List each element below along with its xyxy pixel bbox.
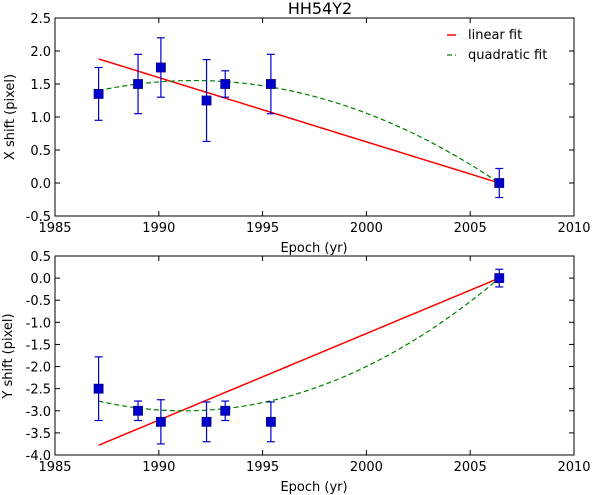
y-shift-x-tick-label: 1995 (246, 460, 279, 475)
chart-title: HH54Y2 (288, 0, 352, 18)
y-shift-plot-frame (54, 255, 575, 456)
y-shift-x-axis-label: Epoch (yr) (280, 480, 347, 495)
x-shift-x-axis-label: Epoch (yr) (280, 241, 347, 256)
y-shift-x-tick-label: 2000 (350, 460, 383, 475)
y-shift-data-marker (494, 273, 505, 284)
x-shift-data-marker (494, 178, 505, 188)
y-shift-data-points (93, 268, 505, 445)
x-shift-y-tick-label: 0.5 (30, 144, 51, 159)
x-shift-y-tick-label: 2.5 (30, 12, 51, 27)
y-shift-x-tick-label: 2005 (454, 460, 487, 475)
y-shift-data-marker (220, 405, 231, 416)
x-shift-y-tick-label: -0.5 (26, 210, 51, 225)
y-shift-y-tick-label: -4.0 (26, 449, 51, 464)
y-shift-panel: 1985 1990 1995 2000 2005 2010 -4.0 -3.5 -3.0 -2.5… (1, 250, 591, 495)
y-shift-y-tick-label: -1.5 (26, 338, 51, 353)
y-shift-y-tick-label: -2.0 (26, 361, 51, 376)
y-shift-ticks: 1985 1990 1995 2000 2005 2010 -4.0 -3.5 -3.0 -2.5… (26, 250, 591, 475)
x-shift-ticks: 1985 1990 1995 2000 2005 2010 -0.5 0.0 0.5 1.0 1.5… (26, 12, 591, 236)
x-shift-x-tick-label: 2005 (454, 221, 487, 236)
x-shift-data-marker (133, 79, 143, 89)
y-shift-y-tick-label: -2.5 (26, 383, 51, 398)
y-shift-quadratic-fit-line (98, 277, 500, 412)
x-shift-x-tick-label: 2010 (557, 221, 590, 236)
x-shift-y-tick-label: 0.0 (30, 177, 51, 192)
x-shift-y-tick-label: 2.0 (30, 45, 51, 60)
y-shift-y-tick-label: 0.0 (30, 272, 51, 287)
x-shift-quadratic-fit-line (98, 79, 500, 184)
legend: linear fit quadratic fit (447, 28, 547, 63)
y-shift-data-marker (93, 383, 104, 394)
y-shift-data-marker (266, 416, 276, 427)
x-shift-x-tick-label: 1990 (142, 221, 175, 236)
y-shift-y-tick-label: 0.5 (30, 250, 51, 265)
x-shift-data-points (93, 37, 505, 199)
x-shift-fit-lines (98, 58, 500, 184)
x-shift-x-tick-label: 1995 (246, 221, 279, 236)
y-shift-x-tick-label: 1985 (38, 460, 71, 475)
x-shift-data-marker (201, 95, 212, 106)
x-shift-data-marker (266, 79, 276, 89)
x-shift-x-tick-label: 1985 (38, 221, 71, 236)
x-shift-data-marker (155, 62, 166, 73)
x-shift-panel: 1985 1990 1995 2000 2005 2010 -0.5 0.0 0.5 1.0 1.5… (3, 12, 591, 256)
y-shift-x-tick-label: 2010 (557, 460, 590, 475)
legend-linear-label: linear fit (468, 28, 522, 43)
y-shift-data-marker (201, 416, 212, 427)
x-shift-data-marker (220, 79, 231, 89)
y-shift-y-axis-label: Y shift (pixel) (1, 313, 16, 399)
x-shift-y-axis-label: X shift (pixel) (3, 74, 18, 160)
y-shift-y-tick-label: -3.5 (26, 427, 51, 442)
x-shift-x-tick-label: 2000 (350, 221, 383, 236)
y-shift-data-marker (155, 416, 166, 427)
x-shift-y-tick-label: 1.5 (30, 78, 51, 93)
x-shift-y-tick-label: 1.0 (30, 111, 51, 126)
y-shift-data-marker (133, 405, 143, 416)
x-shift-linear-fit-line (98, 58, 500, 184)
legend-quadratic-label: quadratic fit (468, 48, 547, 63)
y-shift-y-tick-label: -1.0 (26, 316, 51, 331)
y-shift-y-tick-label: -0.5 (26, 294, 51, 309)
y-shift-y-tick-label: -3.0 (26, 405, 51, 420)
y-shift-x-tick-label: 1990 (142, 460, 175, 475)
x-shift-data-marker (93, 89, 104, 99)
